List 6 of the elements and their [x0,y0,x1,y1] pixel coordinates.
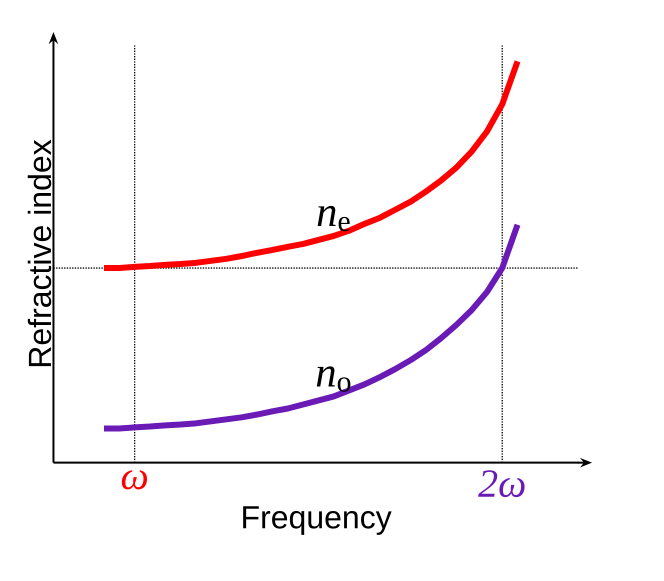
annotation: n$_{o}$ [316,366,350,392]
x-tick-label: 2ω [478,470,525,497]
x-axis-title: Frequency [243,506,392,535]
annotation: n$_{e}$ [318,206,350,232]
y-axis-title: Refractive index [28,140,52,366]
x-tick-label: ω [122,470,148,490]
